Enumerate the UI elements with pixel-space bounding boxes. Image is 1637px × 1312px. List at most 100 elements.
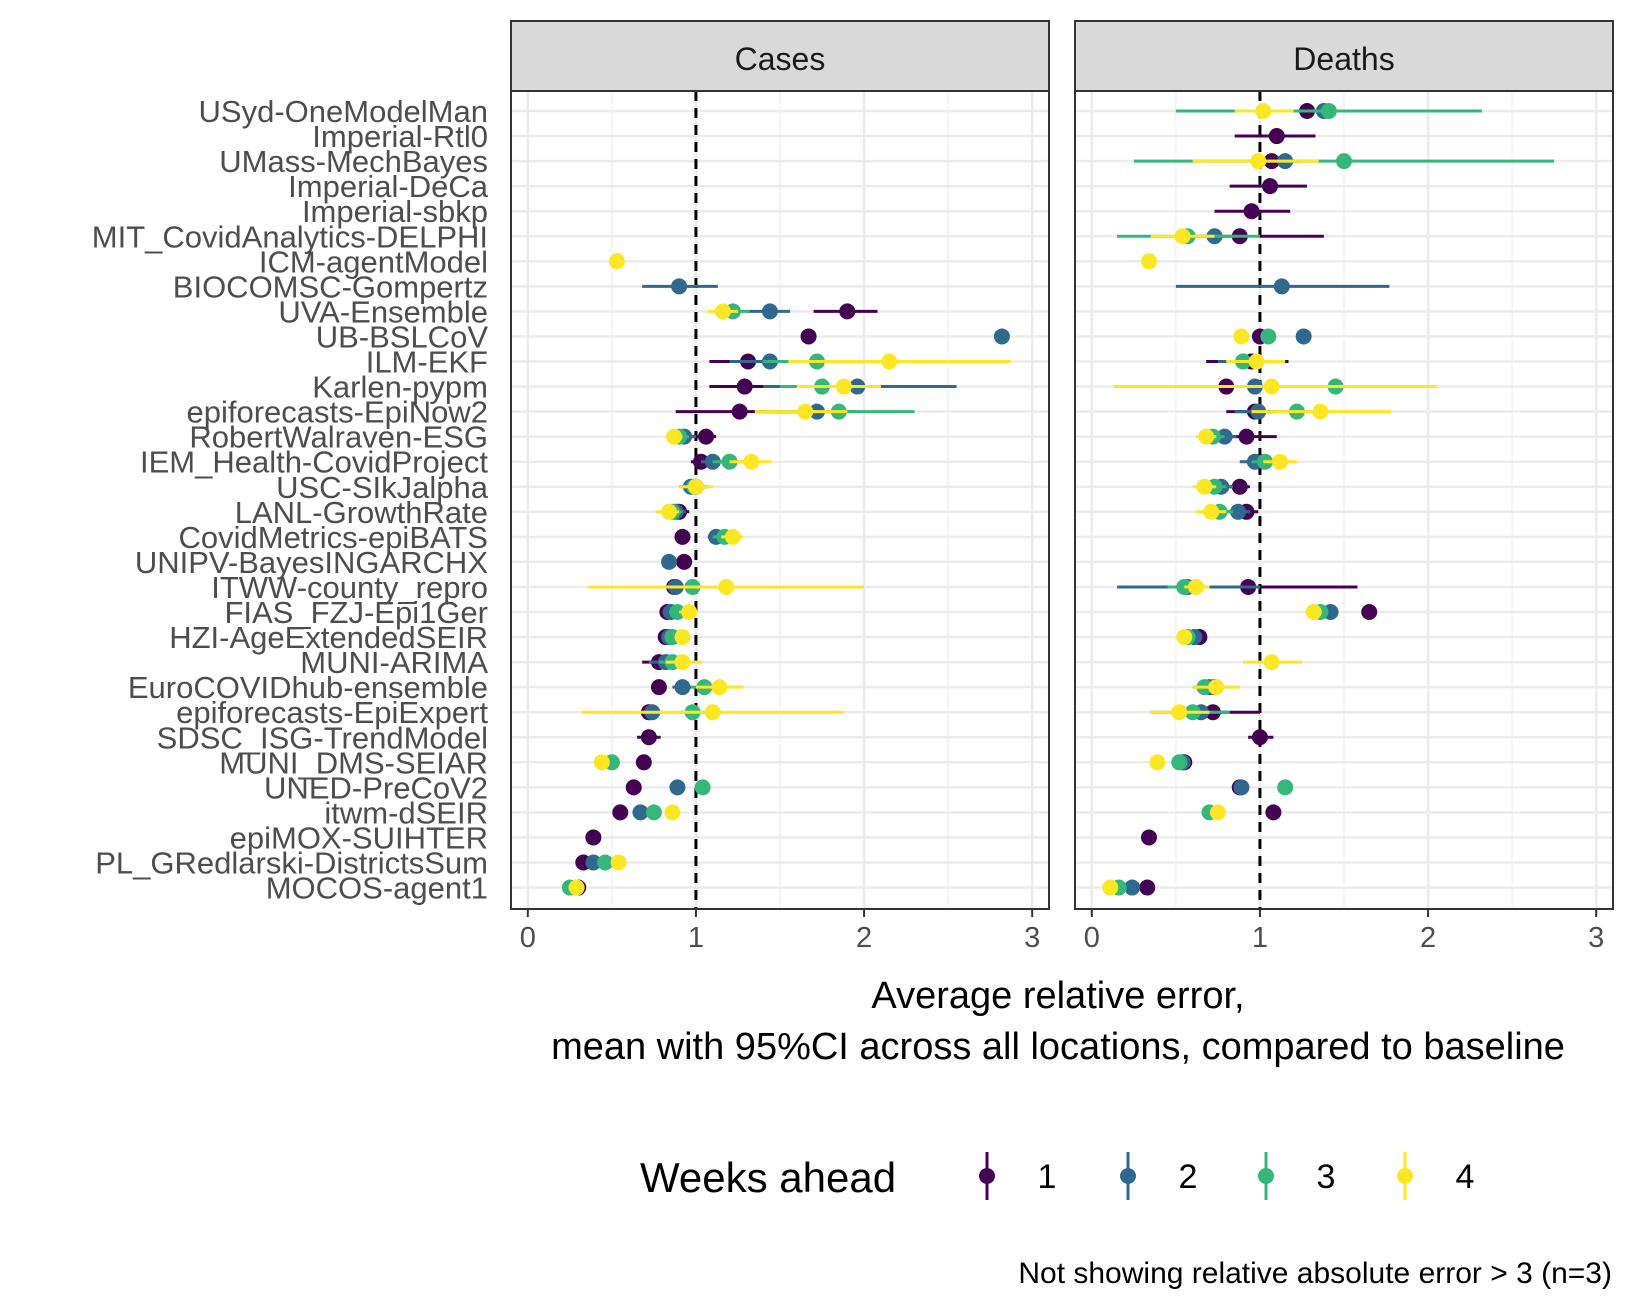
- data-point: [674, 679, 691, 696]
- x-axis-label-line2: mean with 95%CI across all locations, co…: [551, 1026, 1565, 1068]
- legend-key-point: [979, 1168, 995, 1184]
- data-point: [632, 804, 649, 821]
- data-point: [1171, 704, 1188, 721]
- data-point: [800, 328, 817, 345]
- x-tick-label: 1: [1252, 922, 1268, 954]
- data-point: [1171, 754, 1188, 771]
- x-tick-label: 2: [1420, 922, 1436, 954]
- data-point: [666, 428, 683, 445]
- x-tick-label: 0: [520, 922, 536, 954]
- data-point: [1305, 604, 1322, 620]
- legend-label: 1: [1038, 1158, 1057, 1196]
- data-point: [674, 654, 691, 671]
- legend-label: 2: [1179, 1158, 1198, 1196]
- data-point: [698, 428, 715, 445]
- y-tick-label: epiMOX-SUIHTER: [230, 820, 488, 855]
- y-tick-label: epiforecasts-EpiNow2: [186, 395, 488, 430]
- data-point: [714, 303, 731, 320]
- y-tick-label: UMass-MechBayes: [219, 144, 488, 179]
- data-point: [669, 779, 686, 796]
- data-point: [1263, 378, 1280, 395]
- legend-title: Weeks ahead: [640, 1154, 896, 1201]
- data-point: [694, 779, 711, 796]
- x-tick-label: 3: [1024, 922, 1040, 954]
- data-point: [1320, 103, 1337, 119]
- legend-label: 3: [1317, 1158, 1336, 1196]
- data-point: [993, 328, 1010, 345]
- data-point: [724, 528, 741, 545]
- y-tick-label: itwm-dSEIR: [324, 795, 488, 830]
- data-point: [1336, 153, 1352, 170]
- data-point: [1312, 403, 1329, 420]
- y-tick-label: BIOCOMSC-Gompertz: [173, 269, 488, 304]
- data-point: [1102, 879, 1119, 896]
- data-point: [650, 679, 667, 696]
- strip-label-cases: Cases: [735, 41, 826, 77]
- data-point: [1233, 779, 1250, 796]
- y-tick-label: UB-BSLCoV: [316, 319, 489, 354]
- data-point: [1231, 478, 1248, 495]
- x-tick-label: 2: [856, 922, 872, 954]
- data-point: [1188, 578, 1205, 595]
- y-tick-label: PL_GRedlarski-DistrictsSum: [95, 846, 488, 881]
- data-point: [676, 553, 693, 570]
- y-tick-label: USyd-OneModelMan: [199, 94, 488, 129]
- strip-cases: [510, 20, 1050, 92]
- data-point: [597, 854, 614, 871]
- legend: Weeks ahead 1 2 3 4: [640, 1152, 1474, 1201]
- x-axis-ticks-deaths: 0 1 2 3: [1084, 909, 1604, 954]
- y-tick-label: IEM_Health-CovidProject: [140, 445, 488, 480]
- panel-deaths: Deaths 0 1 2 3: [1074, 20, 1614, 954]
- y-tick-label: SDSC_ISG-TrendModel: [157, 720, 488, 755]
- data-point: [610, 854, 627, 871]
- data-point: [1209, 804, 1226, 821]
- y-tick-label: MUNI_DMS-SEIAR: [219, 745, 488, 780]
- legend-key-point: [1120, 1168, 1136, 1184]
- y-tick-label: Imperial-Rtl0: [312, 119, 488, 154]
- data-point: [1208, 679, 1225, 696]
- data-point: [1196, 478, 1213, 495]
- data-point: [743, 453, 760, 470]
- data-point: [711, 679, 728, 696]
- x-tick-label: 0: [1084, 922, 1100, 954]
- y-tick-label: UNED-PreCoV2: [264, 770, 488, 805]
- data-point: [839, 303, 856, 320]
- data-point: [1140, 253, 1157, 270]
- strip-deaths: [1074, 20, 1614, 92]
- x-tick-label: 3: [1588, 922, 1604, 954]
- data-point: [1263, 654, 1280, 671]
- plot-border-deaths: [1074, 90, 1614, 910]
- y-tick-label: ILM-EKF: [366, 345, 488, 380]
- data-point: [1198, 428, 1215, 445]
- data-point: [1251, 729, 1268, 746]
- data-point: [640, 729, 657, 746]
- data-point: [1139, 879, 1156, 896]
- y-tick-label: FIAS_FZJ-Epi1Ger: [224, 595, 488, 630]
- marks-cases: [561, 253, 1011, 896]
- x-axis-ticks-cases: 0 1 2 3: [520, 909, 1040, 954]
- data-point: [1268, 128, 1285, 145]
- legend-label: 4: [1456, 1158, 1475, 1196]
- data-point: [671, 278, 688, 295]
- data-point: [736, 378, 753, 395]
- data-point: [1203, 503, 1220, 520]
- data-point: [1230, 503, 1247, 520]
- caption: Not showing relative absolute error > 3 …: [1018, 1257, 1612, 1290]
- data-point: [1248, 353, 1265, 370]
- data-point: [1262, 178, 1279, 195]
- data-point: [704, 704, 721, 721]
- strip-label-deaths: Deaths: [1293, 41, 1394, 77]
- legend-key-point: [1258, 1168, 1274, 1184]
- data-point: [608, 253, 625, 270]
- y-tick-label: MOCOS-agent1: [266, 871, 488, 906]
- data-point: [625, 779, 642, 796]
- data-point: [1277, 779, 1294, 796]
- data-point: [1250, 153, 1267, 170]
- data-point: [881, 353, 898, 370]
- data-point: [612, 804, 629, 821]
- data-point: [661, 503, 678, 520]
- data-point: [585, 829, 602, 846]
- data-point: [585, 854, 602, 871]
- data-point: [731, 403, 748, 420]
- data-point: [1361, 604, 1378, 620]
